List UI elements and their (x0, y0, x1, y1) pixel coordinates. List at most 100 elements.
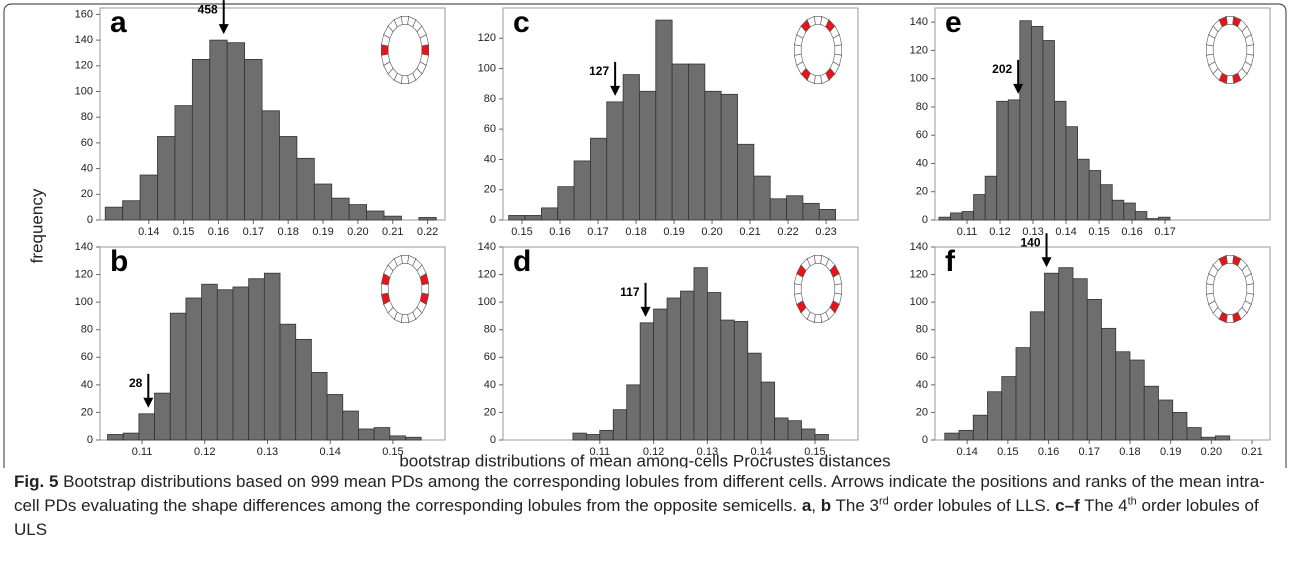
y-tick-label: 40 (484, 379, 496, 391)
x-tick-label: 0.17 (243, 226, 264, 238)
x-tick-label: 0.16 (1121, 226, 1142, 238)
histogram-bar (1088, 170, 1102, 221)
panel-letter: e (945, 6, 962, 39)
y-tick-label: 120 (478, 32, 496, 44)
histogram-bar (1200, 436, 1216, 441)
histogram-bar (680, 290, 695, 441)
histogram-bar (331, 197, 350, 221)
histogram-bar (693, 267, 708, 441)
panel-letter: d (513, 245, 531, 278)
cell-lobule (1246, 44, 1254, 56)
cell-icon (793, 15, 843, 85)
histogram-bar (688, 63, 706, 221)
histogram-bar (814, 434, 829, 441)
histogram-bar (138, 413, 155, 441)
y-tick-label: 100 (75, 85, 93, 97)
histogram-bar (1086, 298, 1102, 441)
x-tick-label: 0.18 (625, 226, 646, 238)
histogram-bar (405, 436, 422, 441)
arrow-label: 202 (992, 62, 1012, 76)
histogram-bar (626, 384, 641, 441)
histogram-bar (612, 409, 628, 441)
caption-text: Bootstrap distributions based on 999 mea… (14, 472, 1265, 515)
cell-lobule (1206, 283, 1214, 295)
y-tick-label: 40 (484, 153, 496, 165)
histogram-bar (1077, 158, 1090, 221)
y-axis-label: frequency (27, 188, 46, 263)
y-tick-label: 80 (484, 324, 496, 336)
histogram-bar (639, 322, 655, 441)
histogram-bar (540, 207, 559, 221)
y-tick-label: 140 (75, 34, 93, 46)
y-tick-label: 120 (910, 44, 928, 56)
arrow-label: 117 (620, 285, 640, 299)
y-tick-label: 100 (910, 73, 928, 85)
histogram-bar (366, 210, 385, 221)
y-tick-label: 20 (484, 184, 496, 196)
cell-lobule (806, 15, 816, 28)
x-axis-label: bootstrap distributions of mean among-ce… (399, 451, 890, 468)
histogram-bar (226, 42, 246, 221)
histogram-bar (1065, 126, 1078, 221)
histogram-bar (107, 434, 124, 441)
x-tick-label: 0.16 (208, 226, 229, 238)
cell-lobule (793, 44, 802, 56)
x-tick-label: 0.14 (956, 446, 977, 458)
histogram-bar (818, 208, 836, 221)
y-tick-label: 0 (87, 434, 93, 446)
histogram-bar (606, 101, 624, 221)
cell-lobule (393, 15, 403, 28)
caption-text: a (801, 496, 812, 515)
y-tick-label: 20 (484, 406, 496, 418)
histogram-bar (383, 215, 402, 221)
x-tick-label: 0.17 (587, 226, 608, 238)
cell-lobule (421, 283, 430, 295)
arrow-head (640, 306, 651, 317)
y-tick-label: 0 (922, 434, 928, 446)
x-tick-label: 0.22 (777, 226, 798, 238)
histogram-bar (279, 323, 297, 441)
histogram-bar (774, 417, 789, 441)
histogram-bar (154, 392, 171, 441)
histogram-bar (950, 212, 963, 221)
x-tick-label: 0.21 (1241, 446, 1262, 458)
x-tick-label: 0.18 (277, 226, 298, 238)
histogram-bar (296, 157, 315, 221)
y-tick-label: 0 (87, 214, 93, 226)
x-tick-label: 0.20 (701, 226, 722, 238)
x-tick-label: 0.16 (1038, 446, 1059, 458)
x-tick-label: 0.11 (957, 226, 978, 238)
x-tick-label: 0.16 (549, 226, 570, 238)
histogram-bar (1215, 435, 1231, 441)
y-tick-label: 60 (484, 123, 496, 135)
histogram-bar (1044, 272, 1060, 441)
y-tick-label: 20 (81, 406, 93, 418)
panel-letter: f (945, 245, 956, 278)
arrow-label: 127 (589, 64, 609, 78)
cell-lobule (380, 283, 389, 295)
cell-lobule (1218, 15, 1228, 28)
histogram-bar (599, 429, 614, 441)
histogram-bar (1123, 202, 1136, 221)
histogram-bar (984, 175, 998, 221)
histogram-bar (671, 63, 689, 221)
histogram-bar (295, 338, 312, 441)
panel-letter: a (110, 6, 127, 39)
histogram-bar (622, 74, 640, 221)
y-tick-label: 140 (910, 241, 928, 253)
cell-lobule (421, 44, 430, 56)
histogram-bar (1100, 184, 1113, 221)
histogram-bar (787, 420, 802, 441)
histogram-bar (1143, 385, 1159, 441)
histogram-bar (1007, 99, 1021, 221)
cell-lobule (393, 254, 403, 267)
cell-lobule (834, 44, 843, 56)
x-tick-label: 0.17 (1154, 226, 1175, 238)
histogram-bar (1101, 327, 1117, 441)
y-tick-label: 40 (81, 163, 93, 175)
histogram-bar (244, 58, 263, 221)
cell-icon (380, 254, 430, 324)
cell-lobule (793, 283, 802, 295)
panel-letter: c (513, 6, 530, 39)
caption-text: b (820, 496, 832, 515)
